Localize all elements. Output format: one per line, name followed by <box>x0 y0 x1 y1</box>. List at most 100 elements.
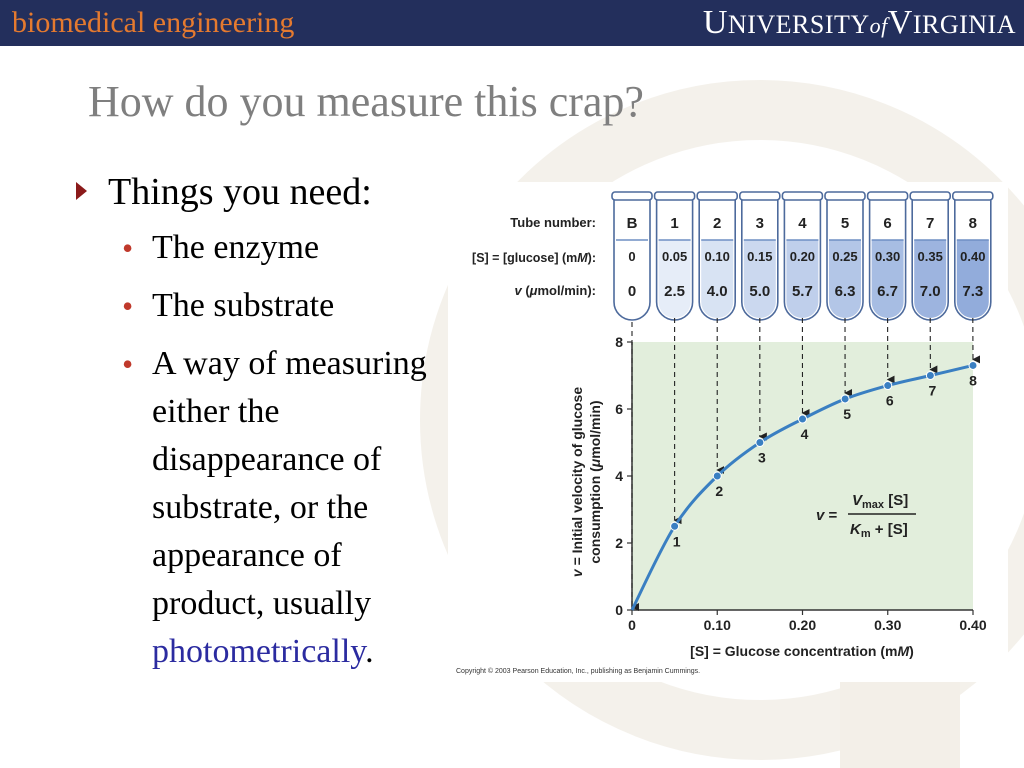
tube-concentration-label: 0.20 <box>790 249 815 264</box>
data-point <box>925 371 935 380</box>
tube-rim <box>909 191 952 201</box>
tube-rim <box>696 191 738 201</box>
y-tick-label: 2 <box>615 535 623 551</box>
tube-number-label: 5 <box>841 215 849 232</box>
data-points: 1 2 3 4 5 6 7 8 <box>670 360 978 549</box>
tube-number-row-label: Tube number: <box>510 215 596 230</box>
sub-bullet-substrate: • The substrate <box>70 282 460 330</box>
bullet-dot-icon: • <box>122 288 134 324</box>
data-point <box>883 381 893 391</box>
sub-bullet-period: . <box>365 633 374 670</box>
y-tick-label: 0 <box>615 602 623 618</box>
tube-velocity-label: 5.0 <box>749 283 770 300</box>
michaelis-menten-figure: Tube number: [S] = [glucose] (mM): v (μm… <box>448 182 1008 682</box>
copyright-notice: Copyright © 2003 Pearson Education, Inc.… <box>456 667 700 675</box>
tube-concentration-label: 0.40 <box>960 249 985 264</box>
tube-rim <box>824 191 866 201</box>
x-axis-label: [S] = Glucose concentration (mM) <box>690 643 914 659</box>
highlight-photometrically: photometrically <box>152 633 366 670</box>
x-tick-label: 0.10 <box>704 617 731 633</box>
tube-liquid <box>786 240 819 318</box>
sub-bullet-text: The enzyme <box>152 229 320 266</box>
main-bullet-text: Things you need: <box>108 171 372 213</box>
data-point-label: 2 <box>715 483 723 499</box>
sub-bullet-text: The substrate <box>152 287 335 324</box>
tube-rim <box>781 191 824 201</box>
test-tube-2: 2 0.10 4.0 <box>696 191 738 321</box>
sub-bullet-measurement: • A way of measuring either the disappea… <box>70 340 460 676</box>
data-point-label: 4 <box>801 426 809 442</box>
tube-concentration-label: 0.05 <box>662 249 687 264</box>
tube-number-label: 7 <box>926 215 934 232</box>
data-point-label: 7 <box>928 383 936 399</box>
x-tick-label: 0.40 <box>959 617 986 633</box>
x-tick-label: 0 <box>628 617 636 633</box>
plot-area <box>632 342 973 610</box>
figure-svg: Tube number: [S] = [glucose] (mM): v (μm… <box>448 182 1008 682</box>
tube-velocity-label: 6.3 <box>835 283 856 300</box>
test-tube-B: B 0 0 <box>611 191 653 321</box>
tube-concentration-label: 0.30 <box>875 249 900 264</box>
y-axis-label-line1: v = Initial velocity of glucose <box>569 387 585 577</box>
test-tube-7: 7 0.35 7.0 <box>909 191 952 321</box>
test-tube-5: 5 0.25 6.3 <box>824 191 866 321</box>
svg-text:v =: v = <box>816 507 838 524</box>
test-tube-3: 3 0.15 5.0 <box>738 191 781 321</box>
tube-rim <box>611 191 653 201</box>
y-tick-label: 8 <box>615 334 623 350</box>
tube-rim <box>653 191 696 201</box>
tube-rim <box>738 191 781 201</box>
velocity-row-label: v (μmol/min): <box>514 283 596 298</box>
main-bullet: Things you need: <box>70 168 460 216</box>
data-point <box>840 394 850 404</box>
tube-velocity-label: 5.7 <box>792 283 813 300</box>
y-tick-label: 6 <box>615 401 623 417</box>
tube-liquid <box>701 240 734 318</box>
tube-liquid <box>743 240 776 318</box>
tube-concentration-label: 0.10 <box>705 249 730 264</box>
sub-bullet-list: • The enzyme • The substrate • A way of … <box>70 224 460 676</box>
tube-velocity-label: 2.5 <box>664 283 685 300</box>
test-tubes: B 0 0 1 0.05 2.5 2 0.10 4.0 3 0.15 5.0 4 0.20 5.7 5 0.25… <box>611 191 994 321</box>
header-bar: biomedical engineering UNIVERSITYofVIRGI… <box>0 0 1024 46</box>
concentration-row-label: [S] = [glucose] (mM): <box>472 251 596 265</box>
bullet-dot-icon: • <box>122 230 134 266</box>
sub-bullet-text: A way of measuring either the disappeara… <box>152 345 427 622</box>
tube-concentration-label: 0.25 <box>832 249 857 264</box>
drop-arrows <box>631 317 981 611</box>
slide-title: How do you measure this crap? <box>88 77 644 126</box>
svg-text:Vmax [S]: Vmax [S] <box>852 492 908 511</box>
data-point <box>712 471 722 481</box>
tube-rim <box>866 191 909 201</box>
tube-liquid <box>829 240 861 318</box>
tube-number-label: 6 <box>883 215 891 232</box>
axis-ticks: 0 0.10 0.20 0.30 0.40 0 2 4 6 8 <box>615 334 987 633</box>
test-tube-1: 1 0.05 2.5 <box>653 191 696 321</box>
tube-concentration-label: 0.35 <box>918 249 943 264</box>
tube-velocity-label: 6.7 <box>877 283 898 300</box>
department-name: biomedical engineering <box>12 6 295 39</box>
tube-velocity-label: 7.0 <box>920 283 941 300</box>
data-point <box>968 360 978 370</box>
y-tick-label: 4 <box>615 468 623 484</box>
tube-number-label: 2 <box>713 215 721 232</box>
sub-bullet-enzyme: • The enzyme <box>70 224 460 272</box>
tube-velocity-label: 4.0 <box>707 283 728 300</box>
tube-number-label: 8 <box>969 215 977 232</box>
test-tube-4: 4 0.20 5.7 <box>781 191 824 321</box>
tube-liquid <box>956 240 989 318</box>
data-point-label: 8 <box>969 372 977 388</box>
data-point-label: 6 <box>886 393 894 409</box>
svg-text:Km + [S]: Km + [S] <box>850 521 908 540</box>
data-point <box>798 414 807 424</box>
tube-rim <box>951 191 994 201</box>
data-point-label: 1 <box>673 533 681 549</box>
bullet-dot-icon: • <box>122 346 134 382</box>
tube-velocity-label: 7.3 <box>962 283 983 300</box>
tube-number-label: 1 <box>670 215 678 232</box>
tube-concentration-label: 0 <box>628 249 635 264</box>
test-tube-8: 8 0.40 7.3 <box>951 191 994 321</box>
tube-concentration-label: 0.15 <box>747 249 772 264</box>
tube-number-label: 3 <box>756 215 764 232</box>
y-axis-label-line2: consumption (μmol/min) <box>587 400 603 563</box>
